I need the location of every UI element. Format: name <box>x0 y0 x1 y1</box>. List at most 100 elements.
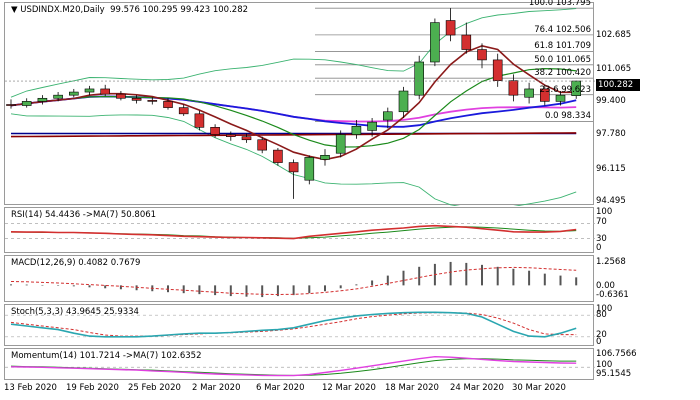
candle-body <box>131 97 142 101</box>
ma-magenta <box>10 95 577 123</box>
stoch-signal-line <box>10 312 577 337</box>
candle-body <box>210 127 220 135</box>
macd-panel[interactable]: MACD(12,26,9) 0.4082 0.7679 <box>4 255 594 302</box>
candle-body <box>241 136 252 141</box>
date-label: 25 Feb 2020 <box>128 383 181 393</box>
candle-body <box>147 100 158 102</box>
macd-bar <box>10 284 12 286</box>
macd-chart[interactable] <box>5 256 595 303</box>
macd-bar <box>292 285 295 296</box>
candle-body <box>178 107 189 115</box>
stoch-panel[interactable]: Stoch(5,3,3) 43.9645 25.9334 <box>4 304 595 347</box>
date-label: 19 Feb 2020 <box>66 383 119 393</box>
candle-body <box>367 121 377 131</box>
candle-body <box>461 34 472 50</box>
chart-arrow-down-icon: ▼ <box>11 5 18 15</box>
candle-body <box>477 49 487 61</box>
stoch-tick: 100 <box>596 304 613 314</box>
ohlc-values: 99.576 100.295 99.423 100.282 <box>110 5 249 15</box>
macd-bar <box>119 285 122 290</box>
stoch-chart[interactable] <box>5 305 595 347</box>
macd-bar <box>104 285 107 289</box>
macd-bar <box>496 266 499 286</box>
macd-bar <box>371 280 374 286</box>
macd-bar <box>276 285 279 297</box>
macd-bar <box>465 262 468 286</box>
price-tick: 99.400 <box>596 96 626 106</box>
stoch-axis: 100 80 20 0 <box>596 304 700 347</box>
date-label: 30 Mar 2020 <box>512 383 566 393</box>
date-label: 6 Mar 2020 <box>256 383 305 393</box>
candle-body <box>273 149 283 163</box>
momentum-tick: 106.7566 <box>596 349 637 359</box>
stoch-tick: 80 <box>596 310 607 320</box>
candle-body <box>539 88 550 102</box>
macd-bar <box>214 285 217 296</box>
macd-bar <box>167 285 169 293</box>
macd-bar <box>57 285 60 286</box>
rsi-tick: 30 <box>596 234 607 244</box>
candle-body <box>100 88 110 95</box>
fib-label: 61.8 101.709 <box>534 41 591 52</box>
macd-bar <box>339 285 342 289</box>
candle-body <box>430 22 440 63</box>
macd-bar <box>481 264 483 286</box>
macd-bar <box>402 270 405 286</box>
macd-bar <box>229 285 232 297</box>
candle-body <box>21 101 32 106</box>
price-panel[interactable]: ▼ USDINDX.M20,Daily 99.576 100.295 99.42… <box>4 0 595 206</box>
macd-bar <box>88 285 91 288</box>
stoch-main-line <box>10 311 577 338</box>
macd-bar <box>72 285 75 287</box>
macd-bar <box>449 261 452 286</box>
momentum-axis: 106.7566 100 95.1545 <box>596 348 700 380</box>
macd-axis: 1.2568 0.00 -0.6361 <box>596 255 700 302</box>
momentum-title: Momentum(14) 101.7214 ->MA(7) 102.6352 <box>11 351 202 361</box>
bollinger-upper <box>10 8 577 98</box>
macd-bar <box>41 284 44 286</box>
price-tick: 102.685 <box>596 30 632 40</box>
candle-body <box>84 88 95 93</box>
fib-label: 50.0 101.065 <box>534 54 591 65</box>
macd-tick: -0.6361 <box>596 290 629 300</box>
rsi-chart[interactable] <box>5 208 595 254</box>
fib-label: 23.6 99.623 <box>539 84 591 95</box>
momentum-tick: 95.1545 <box>596 369 632 379</box>
candle-body <box>335 134 346 154</box>
candle-body <box>492 59 503 81</box>
candle-body <box>571 80 582 96</box>
fib-label: 100.0 103.795 <box>528 0 591 9</box>
ma-green <box>10 67 577 148</box>
candle-body <box>6 104 16 106</box>
candle-body <box>194 113 205 128</box>
macd-bar <box>543 273 546 286</box>
macd-bar <box>355 284 358 286</box>
chart-header: ▼ USDINDX.M20,Daily 99.576 100.295 99.42… <box>11 5 248 15</box>
momentum-line <box>10 355 577 377</box>
price-chart[interactable] <box>5 3 595 206</box>
macd-bar <box>25 284 28 286</box>
momentum-panel[interactable]: Momentum(14) 101.7214 ->MA(7) 102.6352 <box>4 348 595 381</box>
date-label: 12 Mar 2020 <box>322 383 376 393</box>
macd-bar <box>182 285 185 294</box>
rsi-panel[interactable]: RSI(14) 54.4436 ->MA(7) 50.8061 <box>4 207 595 254</box>
price-tick: 101.065 <box>596 64 632 74</box>
price-tick: 97.780 <box>596 129 626 139</box>
date-label: 24 Mar 2020 <box>450 383 504 393</box>
rsi-tick: 100 <box>596 207 613 217</box>
momentum-tick: 100 <box>596 360 613 370</box>
fib-label: 38.2 100.420 <box>534 68 591 79</box>
momentum-chart[interactable] <box>5 349 595 381</box>
candle-body <box>163 101 173 108</box>
macd-bar <box>308 285 311 294</box>
fib-label: 76.4 102.506 <box>534 24 591 35</box>
macd-bar <box>559 275 562 286</box>
macd-bar <box>198 285 201 295</box>
candle-body <box>257 139 267 151</box>
macd-bar <box>245 285 248 297</box>
date-label: 2 Mar 2020 <box>192 383 241 393</box>
date-label: 13 Feb 2020 <box>4 383 57 393</box>
macd-title: MACD(12,26,9) 0.4082 0.7679 <box>11 258 141 268</box>
macd-bar <box>512 268 515 286</box>
macd-signal-line <box>10 266 577 296</box>
